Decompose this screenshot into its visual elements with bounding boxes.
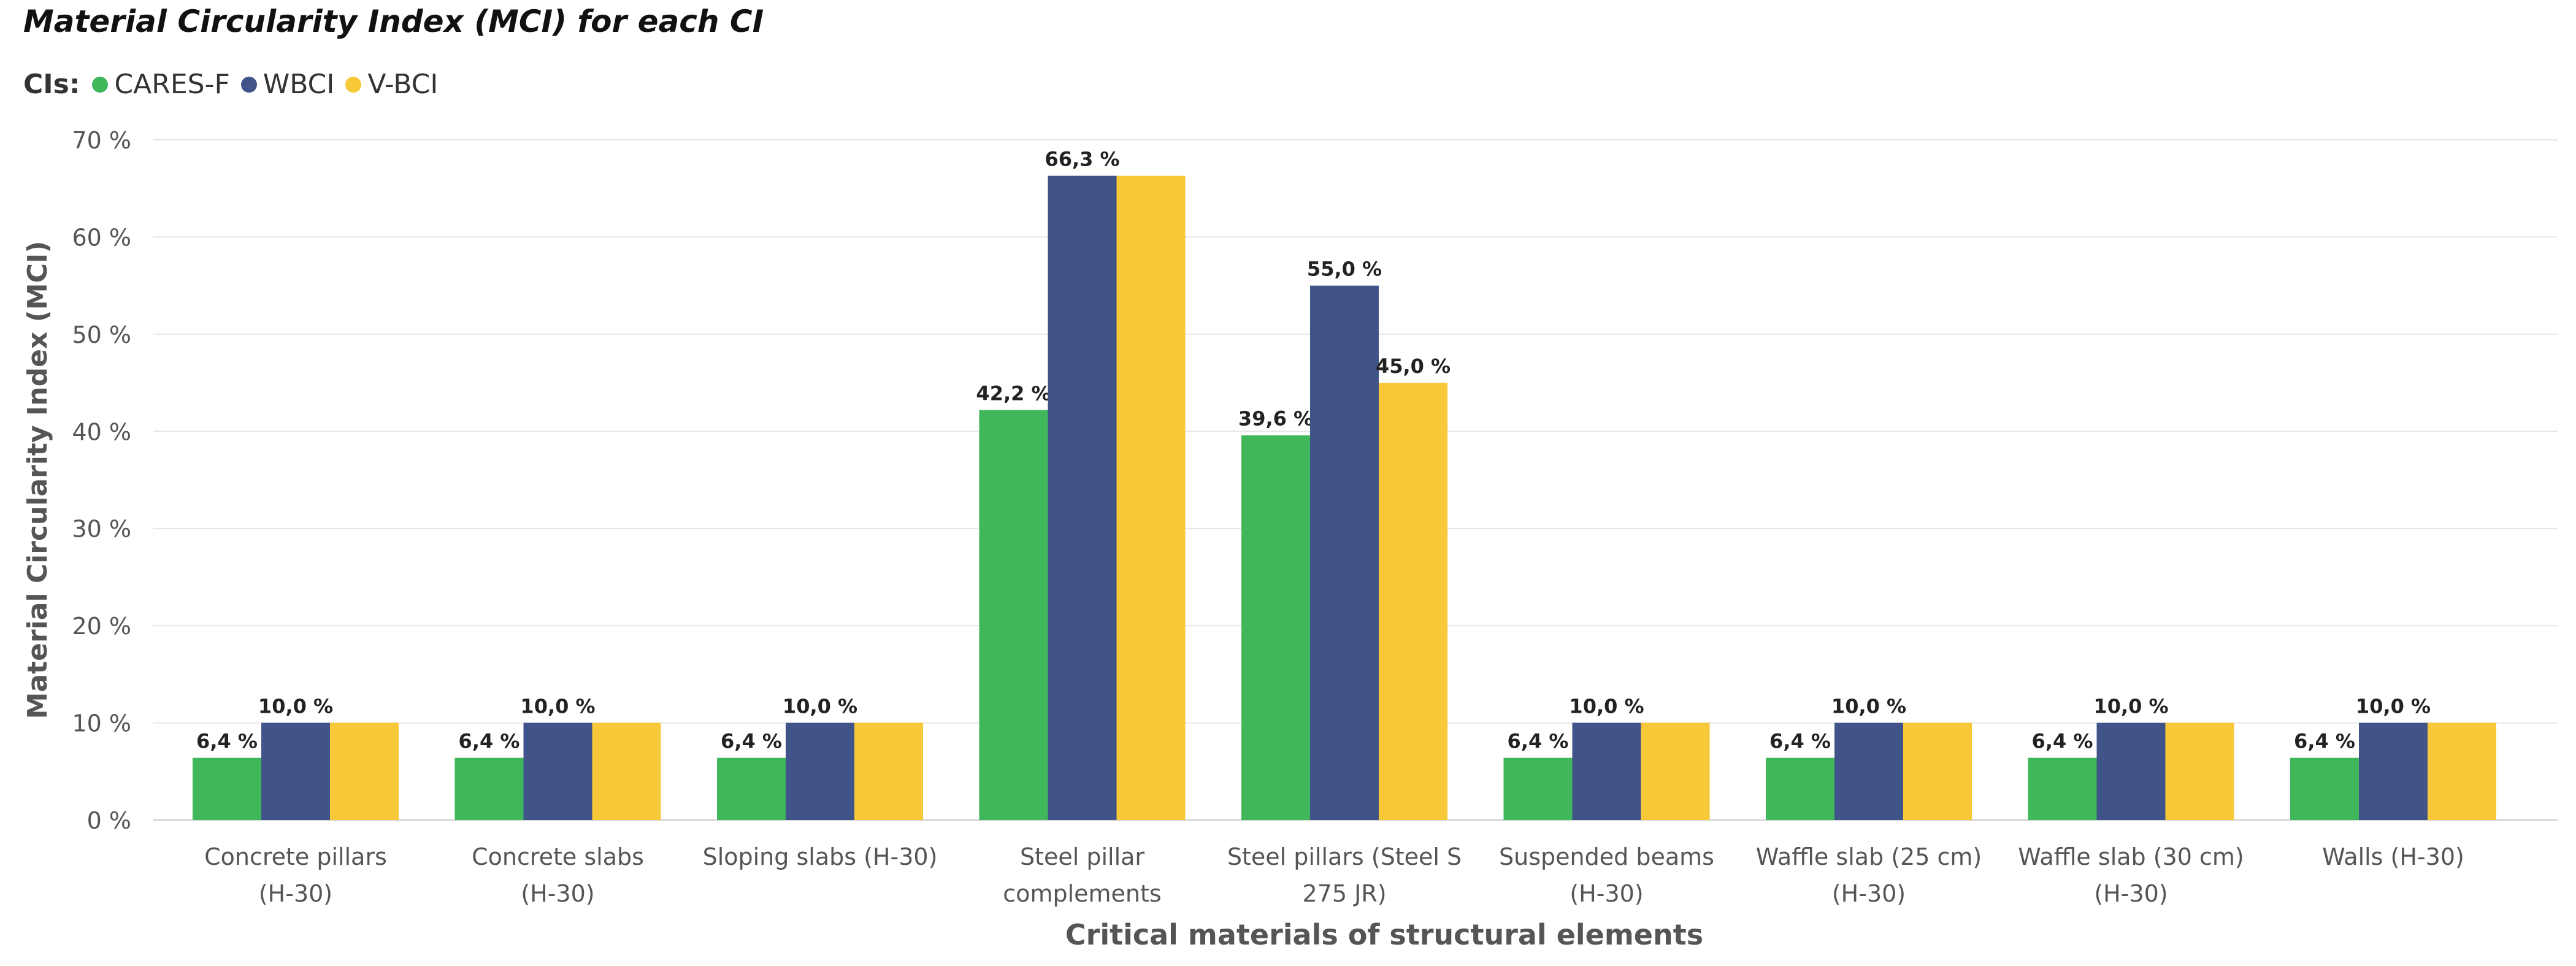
- data-label: 6,4 %: [1508, 730, 1569, 753]
- data-label: 6,4 %: [721, 730, 782, 753]
- chart-title: Material Circularity Index (MCI) for eac…: [23, 4, 764, 39]
- data-label: 66,3 %: [1045, 148, 1119, 171]
- legend-label-cares-f: CARES-F: [114, 69, 230, 100]
- bar-cares-f: [2290, 757, 2359, 820]
- y-tick-label: 0 %: [87, 807, 131, 834]
- bar-cares-f: [454, 757, 524, 820]
- y-tick-label: 10 %: [72, 710, 131, 737]
- legend: CIs: CARES-F WBCI V-BCI: [23, 69, 449, 100]
- y-tick-label: 20 %: [72, 613, 131, 640]
- bar-cares-f: [979, 410, 1048, 820]
- y-axis-title: Material Circularity Index (MCI): [22, 241, 53, 719]
- legend-dot-wbci: [240, 76, 257, 93]
- data-label: 39,6 %: [1238, 407, 1313, 431]
- bar-cares-f: [2028, 757, 2097, 820]
- data-label: 6,4 %: [2294, 730, 2355, 753]
- bar-v-bci: [2428, 723, 2496, 820]
- data-label: 6,4 %: [459, 730, 520, 753]
- x-tick-label: Steel pillar: [1020, 843, 1144, 870]
- x-tick-label: Sloping slabs (H-30): [703, 843, 938, 870]
- legend-label-wbci: WBCI: [263, 69, 335, 100]
- legend-item-v-bci[interactable]: V-BCI: [345, 69, 438, 100]
- x-tick-label: Concrete slabs: [472, 843, 644, 870]
- bar-wbci: [2096, 723, 2166, 820]
- bar-v-bci: [592, 723, 661, 820]
- bar-v-bci: [1116, 175, 1186, 821]
- legend-dot-cares-f: [92, 76, 109, 93]
- data-label: 10,0 %: [1831, 695, 1906, 718]
- y-tick-label: 30 %: [72, 516, 131, 543]
- bar-v-bci: [1379, 383, 1447, 820]
- x-tick-label: complements: [1003, 880, 1161, 907]
- bar-v-bci: [1641, 723, 1710, 820]
- data-label: 10,0 %: [2356, 695, 2431, 718]
- legend-label-v-bci: V-BCI: [367, 69, 439, 100]
- y-tick-label: 50 %: [72, 321, 131, 348]
- x-tick-label: (H-30): [259, 880, 332, 907]
- legend-dot-v-bci: [345, 76, 362, 93]
- legend-item-wbci[interactable]: WBCI: [240, 69, 335, 100]
- data-label: 55,0 %: [1307, 258, 1382, 281]
- bar-cares-f: [1503, 757, 1573, 820]
- bar-cares-f: [193, 757, 261, 820]
- bar-v-bci: [330, 723, 399, 820]
- bar-wbci: [2359, 723, 2428, 820]
- x-tick-label: Walls (H-30): [2322, 843, 2464, 870]
- bar-wbci: [1048, 175, 1117, 821]
- bar-wbci: [523, 723, 592, 820]
- y-tick-label: 40 %: [72, 418, 131, 445]
- data-label: 6,4 %: [2032, 730, 2093, 753]
- bar-wbci: [1310, 285, 1379, 821]
- bar-cares-f: [1241, 435, 1310, 820]
- bar-v-bci: [854, 723, 923, 820]
- x-tick-label: 275 JR): [1302, 880, 1386, 907]
- x-tick-label: Steel pillars (Steel S: [1227, 843, 1462, 870]
- x-tick-label: (H-30): [2094, 880, 2168, 907]
- bar-v-bci: [1903, 723, 1972, 820]
- legend-item-cares-f[interactable]: CARES-F: [92, 69, 230, 100]
- bar-wbci: [261, 723, 330, 820]
- data-label: 10,0 %: [258, 695, 333, 718]
- data-label: 10,0 %: [520, 695, 595, 718]
- bar-v-bci: [2165, 723, 2234, 820]
- data-label: 10,0 %: [1569, 695, 1644, 718]
- data-label: 6,4 %: [1769, 730, 1831, 753]
- bar-cares-f: [1766, 757, 1834, 820]
- x-tick-label: Suspended beams: [1499, 843, 1714, 870]
- bar-cares-f: [717, 757, 786, 820]
- bar-wbci: [1572, 723, 1641, 820]
- x-axis-title: Critical materials of structural element…: [1065, 918, 1703, 951]
- x-tick-label: Waffle slab (25 cm): [1756, 843, 1982, 870]
- x-tick-label: Concrete pillars: [204, 843, 387, 870]
- y-tick-label: 60 %: [72, 224, 131, 251]
- data-label: 42,2 %: [976, 381, 1051, 405]
- x-tick-label: (H-30): [521, 880, 594, 907]
- data-label: 10,0 %: [2093, 695, 2168, 718]
- data-label: 6,4 %: [196, 730, 258, 753]
- data-label: 10,0 %: [783, 695, 857, 718]
- x-tick-label: Waffle slab (30 cm): [2018, 843, 2244, 870]
- bar-wbci: [1834, 723, 1903, 820]
- x-tick-label: (H-30): [1832, 880, 1906, 907]
- data-label: 45,0 %: [1376, 355, 1451, 378]
- x-tick-label: (H-30): [1570, 880, 1643, 907]
- y-tick-label: 70 %: [72, 127, 131, 154]
- legend-title: CIs:: [23, 69, 80, 100]
- bar-wbci: [786, 723, 854, 820]
